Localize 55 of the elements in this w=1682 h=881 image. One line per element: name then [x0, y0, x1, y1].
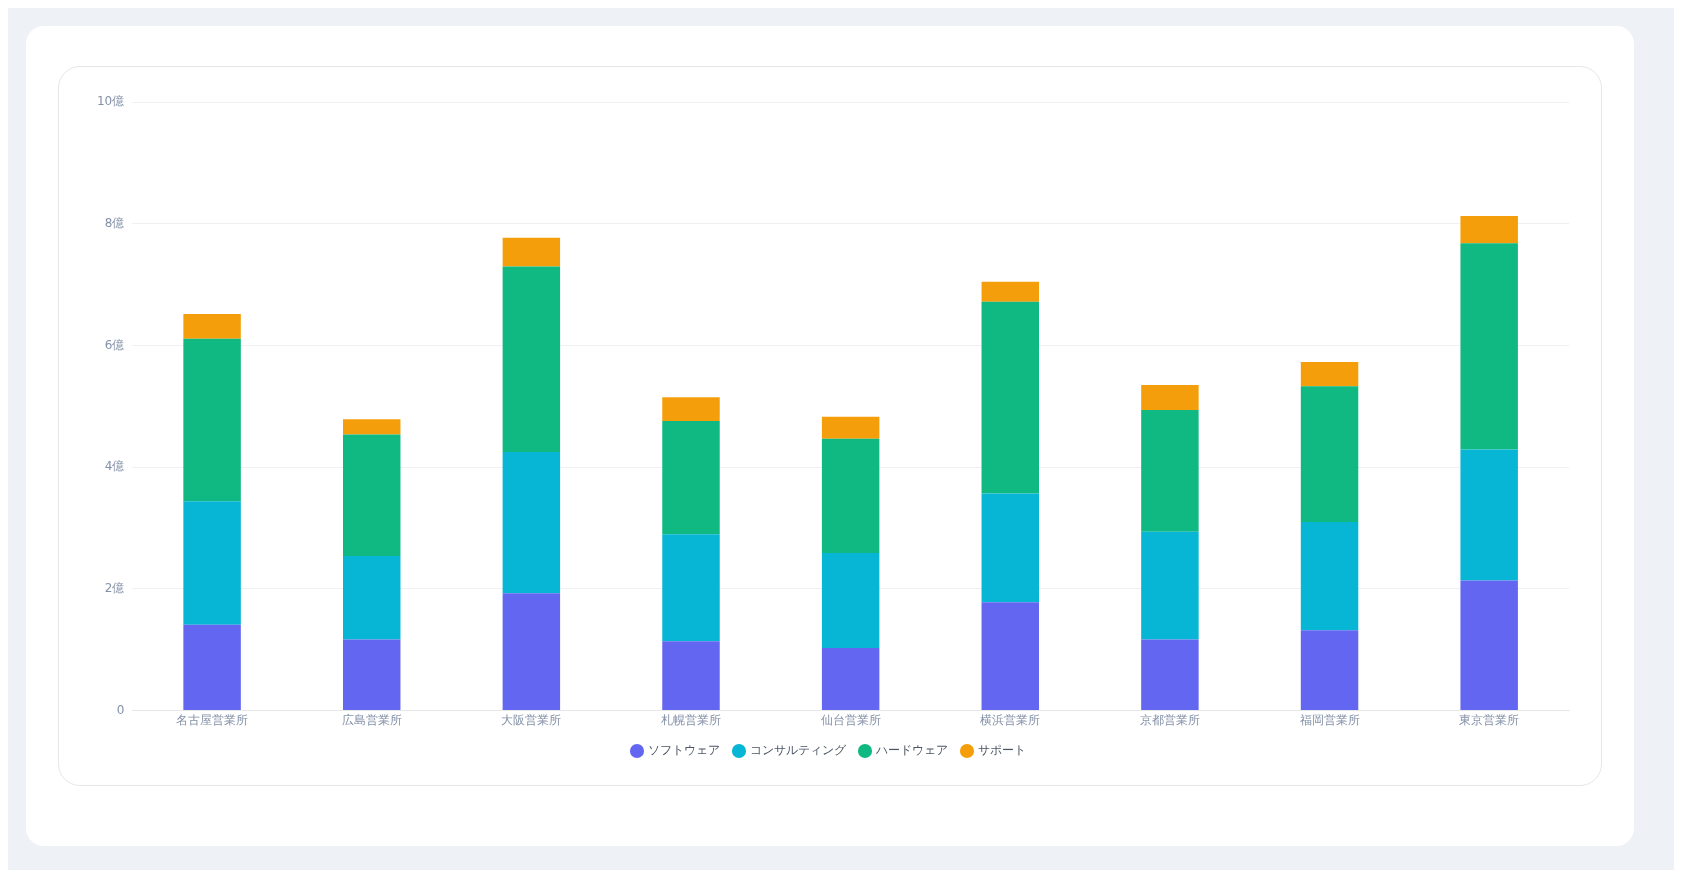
bar — [981, 301, 1040, 494]
bar — [821, 553, 880, 648]
bar — [981, 281, 1040, 302]
bar — [1141, 639, 1199, 711]
bar — [502, 593, 561, 711]
x-tick-label: 東京営業所 — [1459, 712, 1520, 727]
bar — [821, 438, 880, 554]
bar — [662, 641, 720, 711]
legend-label: ソフトウェア — [648, 743, 720, 758]
bar — [821, 647, 880, 711]
y-tick-label: 8億 — [104, 216, 125, 231]
bar — [183, 338, 241, 502]
y-tick-label: 4億 — [104, 459, 125, 474]
x-tick-label: 福岡営業所 — [1299, 712, 1360, 727]
bar — [1460, 215, 1518, 244]
bar — [183, 624, 241, 711]
bar — [662, 397, 720, 421]
bar — [1460, 580, 1518, 711]
bar — [1300, 522, 1359, 631]
bar — [1300, 630, 1359, 711]
bar — [502, 266, 561, 453]
y-tick-label: 2億 — [104, 581, 125, 596]
legend-label: サポート — [978, 743, 1026, 758]
x-tick-label: 広島営業所 — [341, 712, 402, 727]
bar — [1300, 361, 1359, 387]
y-tick-label: 10億 — [96, 94, 125, 109]
bar — [502, 452, 561, 594]
x-tick-label: 札幌営業所 — [661, 712, 721, 727]
bar — [342, 434, 401, 557]
legend-label: ハードウェア — [875, 743, 948, 758]
x-tick-label: 大阪営業所 — [501, 712, 562, 727]
x-tick-label: 名古屋営業所 — [176, 712, 249, 727]
bar — [1460, 449, 1518, 581]
bar — [342, 419, 401, 435]
bar — [502, 237, 561, 267]
bar — [1141, 531, 1199, 640]
bar — [183, 501, 241, 625]
bar — [183, 313, 241, 339]
bar — [342, 556, 401, 640]
x-tick-label: 仙台営業所 — [820, 712, 881, 727]
bar — [342, 639, 401, 711]
bar — [981, 493, 1040, 603]
bar — [1141, 410, 1199, 532]
bar — [662, 534, 720, 642]
x-tick-label: 横浜営業所 — [980, 712, 1041, 727]
bar — [821, 416, 880, 439]
x-tick-label: 京都営業所 — [1139, 712, 1200, 727]
y-tick-label: 0 — [116, 702, 125, 717]
bar — [662, 421, 720, 535]
bar — [1141, 385, 1199, 411]
bar — [981, 602, 1040, 711]
y-tick-label: 6億 — [104, 337, 125, 352]
bar — [1300, 386, 1359, 522]
bar — [1460, 243, 1518, 450]
legend-label: コンサルティング — [750, 743, 847, 758]
